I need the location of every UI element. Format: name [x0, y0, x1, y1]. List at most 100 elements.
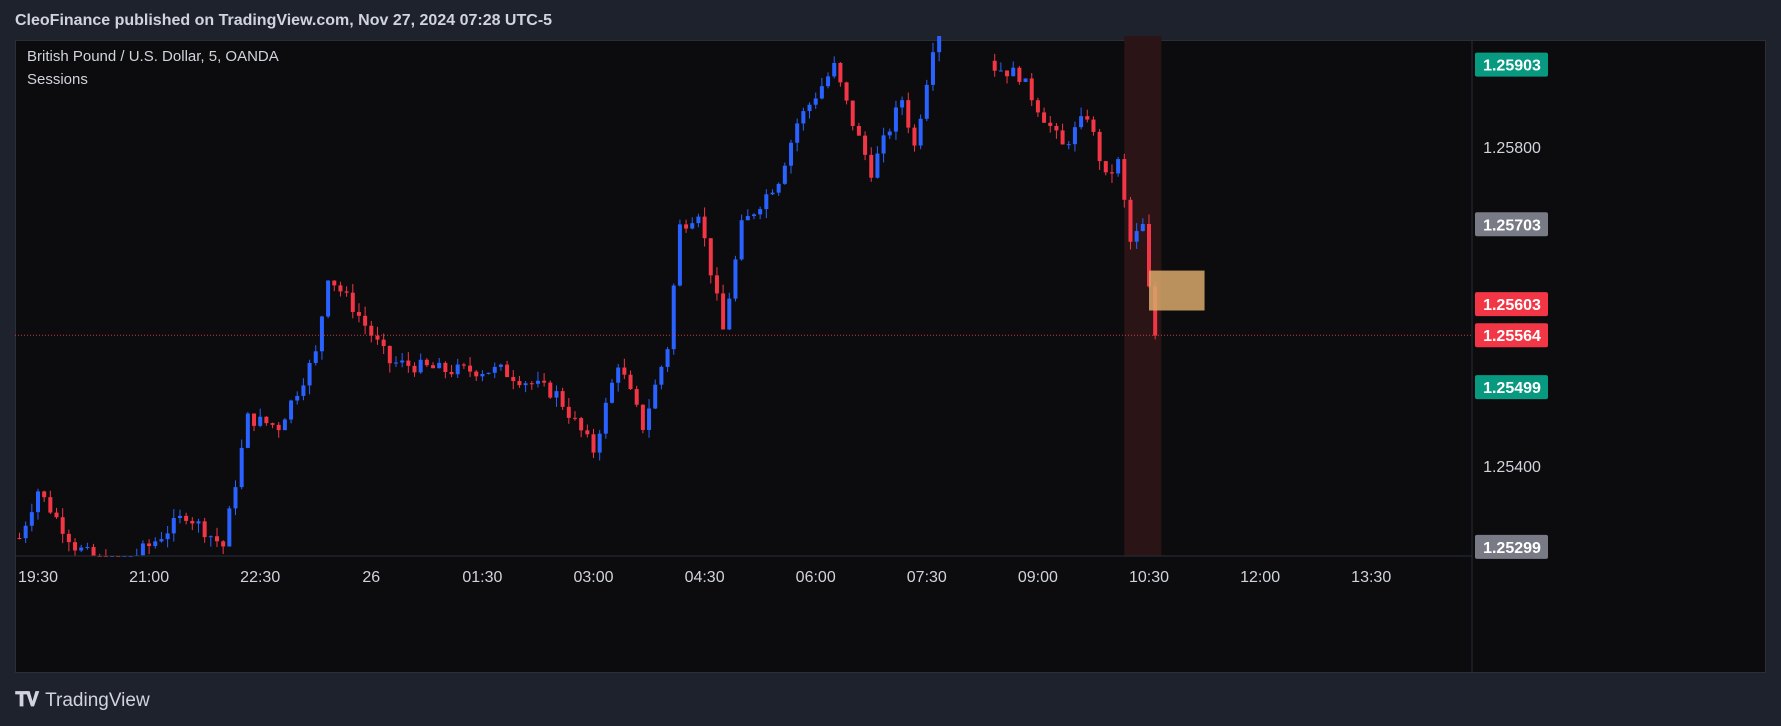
candle: [535, 371, 540, 388]
candle: [196, 518, 201, 533]
candle-body: [1116, 159, 1121, 174]
candle: [597, 429, 602, 461]
candle: [801, 107, 806, 131]
candle: [1072, 121, 1077, 152]
candle-body: [918, 118, 923, 146]
candle: [1091, 116, 1096, 136]
candle: [566, 398, 571, 424]
candle: [313, 345, 318, 366]
x-tick-label: 21:00: [129, 569, 169, 586]
candle-body: [1147, 223, 1151, 287]
candle-body: [412, 365, 417, 373]
candle-body: [245, 413, 250, 448]
candle: [332, 280, 337, 292]
candle: [560, 387, 565, 410]
candle-body: [42, 491, 47, 498]
candle-body: [1060, 130, 1065, 145]
candle-body: [591, 434, 596, 453]
candle-body: [906, 100, 911, 128]
candle-body: [924, 84, 929, 119]
candle: [838, 61, 843, 87]
publication-header: CleoFinance published on TradingView.com…: [15, 12, 553, 29]
tradingview-logo-icon: 𝐓𝐕: [15, 689, 39, 711]
candle-body: [406, 360, 411, 366]
x-tick-label: 01:30: [462, 569, 502, 586]
candle-body: [653, 384, 658, 409]
candle: [887, 128, 892, 140]
candles-layer: [17, 36, 1158, 557]
footer-brand-label: TradingView: [45, 689, 150, 711]
candle-body: [1029, 78, 1034, 101]
candle-body: [937, 36, 942, 53]
order-zone-box[interactable]: [1149, 270, 1205, 311]
candle: [258, 408, 263, 428]
symbol-legend: British Pound / U.S. Dollar, 5, OANDA: [27, 48, 279, 65]
candle-body: [992, 60, 997, 71]
candle-body: [1140, 223, 1145, 232]
candle-body: [1023, 78, 1028, 82]
candle: [727, 292, 732, 331]
candle: [190, 517, 195, 531]
candle: [875, 146, 880, 179]
chart-pane[interactable]: [15, 40, 1766, 673]
candle-body: [424, 359, 429, 366]
candle: [165, 526, 170, 548]
candle: [406, 352, 411, 373]
candle-body: [610, 382, 615, 403]
candle: [714, 267, 719, 301]
svg-text:1.25564: 1.25564: [1483, 328, 1541, 345]
candle-body: [1017, 67, 1022, 82]
candle-body: [307, 362, 312, 386]
candle-body: [900, 100, 905, 108]
candle: [344, 286, 349, 297]
x-tick-label: 10:30: [1129, 569, 1169, 586]
candle: [869, 147, 874, 182]
candle-body: [214, 536, 219, 542]
candle: [529, 381, 534, 390]
candle-body: [616, 367, 621, 383]
price-badge: 1.25703: [1475, 212, 1548, 237]
candle-body: [140, 543, 145, 556]
candle: [437, 357, 442, 369]
candle-body: [684, 224, 689, 229]
candle: [239, 439, 244, 490]
candle-body: [542, 380, 547, 383]
candle: [29, 503, 34, 532]
candle-body: [690, 223, 695, 229]
candle: [480, 370, 485, 382]
candle: [97, 553, 102, 557]
candle-body: [628, 374, 633, 390]
candle: [733, 255, 738, 302]
candle: [764, 189, 769, 219]
x-tick-label: 12:00: [1240, 569, 1280, 586]
y-tick-label: 1.25400: [1483, 459, 1541, 476]
candle-body: [1072, 127, 1077, 145]
candle-body: [60, 517, 65, 534]
candle-body: [350, 292, 355, 312]
candle-body: [523, 383, 528, 386]
candle: [307, 359, 312, 395]
candle: [554, 385, 559, 407]
candle: [159, 532, 164, 543]
candle-body: [998, 70, 1003, 72]
candle-body: [498, 364, 503, 367]
candle: [449, 364, 454, 378]
candle: [227, 505, 232, 547]
footer-brand[interactable]: 𝐓𝐕 TradingView: [15, 689, 150, 712]
candle-body: [856, 125, 861, 136]
candle: [998, 62, 1003, 72]
candle: [79, 544, 84, 553]
candle: [1128, 196, 1133, 250]
candle-body: [1042, 112, 1047, 123]
y-tick-label: 1.25800: [1483, 140, 1541, 157]
candle: [1134, 223, 1139, 249]
candle: [338, 281, 343, 297]
candle: [789, 139, 794, 174]
candle-body: [659, 366, 664, 385]
y-axis-price-labels: 1.25903 1.25800 1.25703 1.25603 1.25564 1.254…: [1475, 52, 1548, 559]
candle-body: [227, 508, 232, 547]
candle-body: [850, 100, 855, 126]
candle: [893, 100, 898, 140]
candle: [912, 124, 917, 152]
